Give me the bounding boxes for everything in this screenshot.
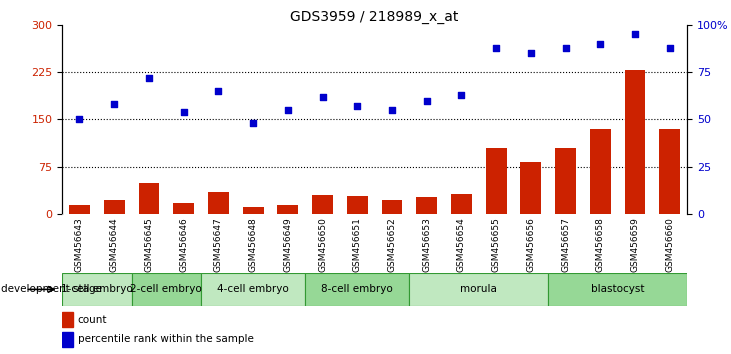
Point	[74, 116, 86, 122]
Bar	[306, 273, 409, 306]
Bar	[138, 183, 159, 214]
Point	[421, 98, 433, 103]
Point	[525, 50, 537, 56]
Title: GDS3959 / 218989_x_at: GDS3959 / 218989_x_at	[290, 10, 459, 24]
Text: GSM456649: GSM456649	[284, 217, 292, 272]
Point	[455, 92, 467, 98]
Text: GSM456659: GSM456659	[631, 217, 640, 272]
Text: 1-cell embryo: 1-cell embryo	[61, 284, 133, 295]
Text: GSM456643: GSM456643	[75, 217, 84, 272]
Text: 2-cell embryo: 2-cell embryo	[130, 284, 202, 295]
Bar	[520, 162, 541, 214]
Point	[560, 45, 572, 50]
Point	[491, 45, 502, 50]
Text: development stage: development stage	[1, 284, 102, 295]
Bar	[382, 200, 402, 214]
Text: GSM456651: GSM456651	[353, 217, 362, 272]
Bar	[659, 129, 680, 214]
Bar	[243, 207, 263, 214]
Text: GSM456653: GSM456653	[423, 217, 431, 272]
Text: GSM456650: GSM456650	[318, 217, 327, 272]
Text: GSM456646: GSM456646	[179, 217, 188, 272]
Text: GSM456648: GSM456648	[249, 217, 257, 272]
Point	[247, 120, 259, 126]
Bar	[69, 205, 90, 214]
Bar	[62, 313, 73, 327]
Text: count: count	[77, 315, 107, 325]
Bar	[277, 205, 298, 214]
Text: GSM456645: GSM456645	[145, 217, 154, 272]
Text: GSM456656: GSM456656	[526, 217, 535, 272]
Point	[664, 45, 675, 50]
Bar	[416, 197, 437, 214]
Bar	[451, 194, 471, 214]
Text: 4-cell embryo: 4-cell embryo	[217, 284, 289, 295]
Point	[386, 107, 398, 113]
Bar	[104, 200, 124, 214]
Point	[317, 94, 328, 99]
Point	[594, 41, 606, 46]
Point	[629, 32, 641, 37]
Bar	[62, 273, 132, 306]
Point	[143, 75, 155, 81]
Bar	[485, 148, 507, 214]
Bar	[62, 332, 73, 347]
Text: 8-cell embryo: 8-cell embryo	[322, 284, 393, 295]
Bar	[548, 273, 687, 306]
Text: percentile rank within the sample: percentile rank within the sample	[77, 334, 254, 344]
Bar	[409, 273, 548, 306]
Bar	[312, 195, 333, 214]
Text: GSM456657: GSM456657	[561, 217, 570, 272]
Point	[352, 103, 363, 109]
Bar	[208, 192, 229, 214]
Bar	[132, 273, 201, 306]
Point	[282, 107, 294, 113]
Bar	[201, 273, 306, 306]
Text: GSM456647: GSM456647	[214, 217, 223, 272]
Text: GSM456660: GSM456660	[665, 217, 674, 272]
Text: GSM456654: GSM456654	[457, 217, 466, 272]
Bar	[173, 204, 194, 214]
Point	[178, 109, 189, 115]
Text: GSM456658: GSM456658	[596, 217, 605, 272]
Point	[213, 88, 224, 94]
Text: morula: morula	[461, 284, 497, 295]
Bar	[556, 148, 576, 214]
Text: blastocyst: blastocyst	[591, 284, 645, 295]
Text: GSM456655: GSM456655	[492, 217, 501, 272]
Point	[108, 102, 120, 107]
Bar	[347, 196, 368, 214]
Bar	[590, 129, 610, 214]
Text: GSM456652: GSM456652	[387, 217, 396, 272]
Text: GSM456644: GSM456644	[110, 217, 118, 272]
Bar	[624, 70, 645, 214]
